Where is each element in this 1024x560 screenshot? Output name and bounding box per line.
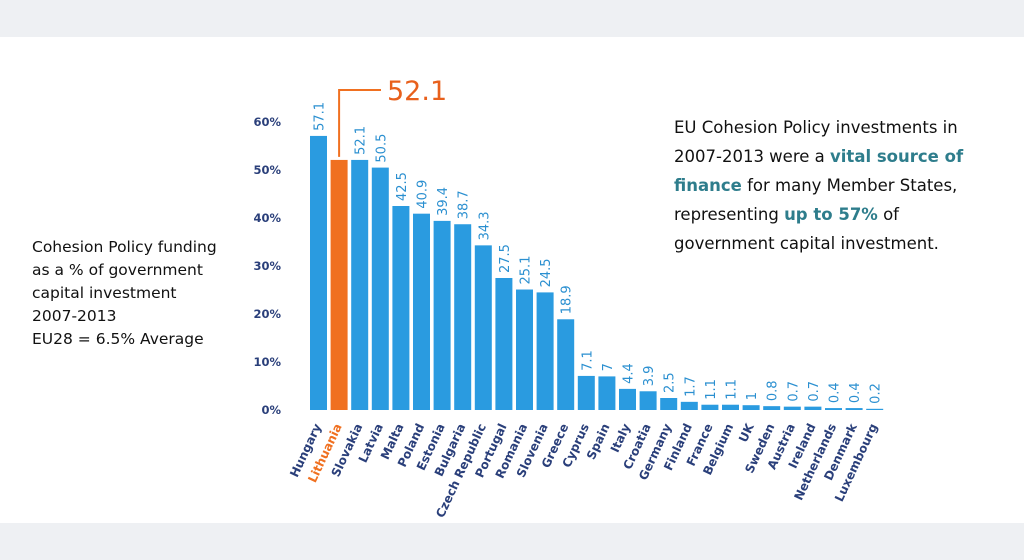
bar-highlight	[330, 159, 348, 410]
value-label: 4.4	[622, 363, 637, 384]
value-label: 42.5	[395, 172, 410, 201]
value-label: 7.1	[580, 350, 595, 371]
y-tick-label: 40%	[253, 211, 281, 225]
value-label: 0.8	[766, 380, 781, 401]
bar	[680, 401, 698, 410]
bar	[619, 388, 636, 410]
bar	[310, 135, 327, 411]
chart-caption: Cohesion Policy funding as a % of govern…	[32, 236, 242, 351]
y-tick-label: 30%	[253, 259, 281, 273]
value-label: 7	[601, 363, 616, 371]
bar	[804, 406, 822, 410]
bar	[371, 167, 389, 410]
callout-line	[338, 89, 381, 157]
bar	[516, 289, 533, 410]
bar	[742, 405, 760, 410]
y-tick-label: 10%	[253, 355, 281, 369]
caption-line: as a % of government	[32, 261, 203, 279]
bar	[392, 206, 410, 410]
value-label: 38.7	[457, 190, 472, 219]
value-label: 0.7	[786, 381, 801, 402]
value-label: 39.4	[436, 187, 451, 216]
y-tick-label: 60%	[253, 115, 281, 129]
bar	[660, 398, 678, 410]
value-label: 40.9	[416, 180, 431, 209]
bar	[866, 408, 884, 410]
value-label: 18.9	[560, 285, 575, 314]
caption-line: EU28 = 6.5% Average	[32, 330, 204, 348]
bar	[577, 375, 595, 410]
bar	[763, 406, 781, 410]
bar	[845, 408, 863, 410]
bar	[495, 278, 513, 410]
y-tick-label: 0%	[261, 403, 281, 417]
value-label: 25.1	[519, 256, 534, 285]
summary-highlight: up to 57%	[784, 205, 878, 224]
value-label: 1	[745, 392, 760, 400]
summary-part: EU Cohesion Policy investments in 2007-2…	[674, 118, 958, 166]
bar	[351, 159, 369, 410]
value-label: 0.7	[807, 381, 822, 402]
bar	[701, 404, 719, 410]
bar	[825, 408, 842, 410]
bar	[598, 376, 616, 410]
value-label: 1.1	[704, 379, 719, 400]
bar	[454, 224, 472, 410]
caption-line: Cohesion Policy funding	[32, 238, 217, 256]
value-label: 57.1	[313, 102, 328, 131]
category-label: UK	[736, 421, 757, 445]
y-tick-label: 20%	[253, 307, 281, 321]
caption-line: 2007-2013	[32, 307, 117, 325]
summary-part: for many Member States, representing	[674, 176, 958, 224]
bar	[413, 213, 430, 410]
value-label: 2.5	[663, 372, 678, 393]
bar	[433, 220, 451, 410]
value-label: 3.9	[642, 366, 657, 387]
bar	[783, 406, 801, 410]
value-label: 0.4	[828, 382, 843, 403]
value-label: 52.1	[354, 126, 369, 155]
y-tick-label: 50%	[253, 163, 281, 177]
summary-highlight: vital source of finance	[674, 147, 964, 195]
bar	[474, 245, 492, 410]
summary-text: EU Cohesion Policy investments in 2007-2…	[674, 113, 1004, 258]
value-label: 34.3	[477, 211, 492, 240]
value-label: 50.5	[374, 134, 389, 163]
value-label: 24.5	[539, 258, 554, 287]
value-label: 0.4	[848, 382, 863, 403]
bar	[639, 391, 657, 410]
bar	[722, 404, 739, 410]
value-label: 1.7	[683, 376, 698, 397]
value-label: 0.2	[869, 383, 884, 404]
caption-line: capital investment	[32, 284, 177, 302]
value-label: 27.5	[498, 244, 513, 273]
value-label: 1.1	[725, 379, 740, 400]
summary-part: of government capital investment.	[674, 205, 939, 253]
highlight-value-label: 52.1	[387, 76, 447, 107]
bar	[557, 319, 575, 410]
bar	[536, 292, 554, 410]
